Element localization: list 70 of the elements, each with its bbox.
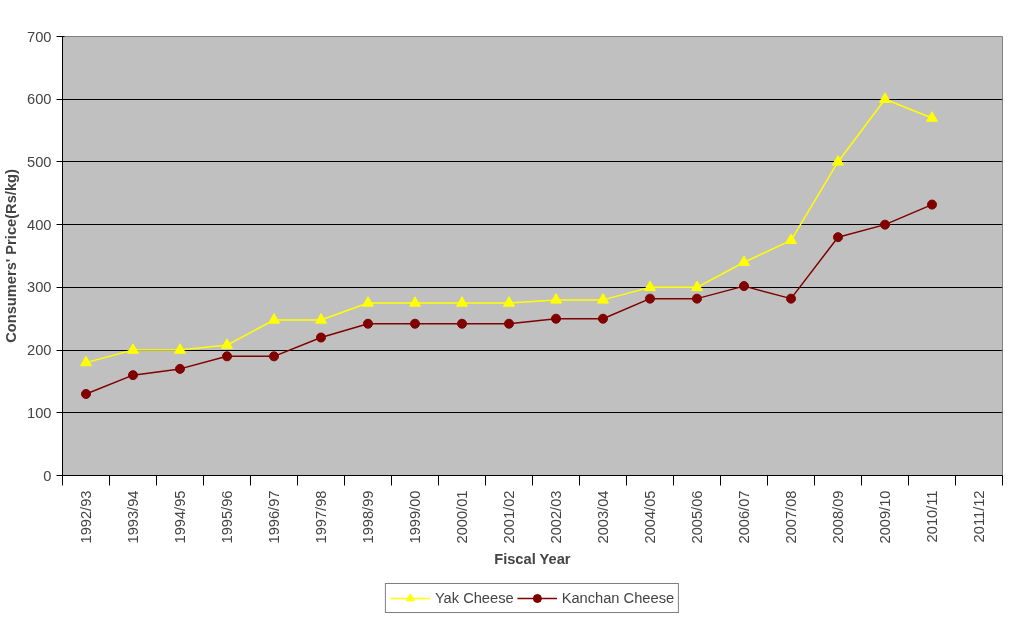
point [456,296,468,307]
point [127,343,139,354]
point [927,199,937,210]
point [174,343,186,354]
point [551,313,561,324]
x-tick-label: 1999/00 [407,490,423,544]
y-axis-title: Consumers' Price(Rs/kg) [3,169,20,343]
point [410,318,420,329]
point [175,363,185,374]
x-tick-label: 2009/10 [877,490,893,544]
x-tick-label: 2007/08 [783,490,799,544]
point [363,318,373,329]
point [315,313,327,324]
x-tick-label: 1992/93 [78,490,94,544]
y-tick-label: 0 [43,467,52,484]
x-tick-label: 2001/02 [501,490,517,544]
point [692,293,702,304]
x-tick-label: 1994/95 [172,490,188,544]
y-tick-label: 700 [27,28,52,45]
x-tick-label: 1995/96 [219,490,235,544]
x-tick-label: 2006/07 [736,490,752,544]
x-tick-label: 2008/09 [830,490,846,544]
point [81,388,91,399]
point [316,332,326,343]
x-tick-label: 1993/94 [125,490,141,544]
x-tick-label: 2005/06 [689,490,705,544]
legend-label: Kanchan Cheese [561,590,675,606]
x-tick-label: 1996/97 [266,490,282,544]
point [128,370,138,381]
point [645,293,655,304]
x-tick-label: 1998/99 [360,490,376,544]
point [457,318,467,329]
point [80,355,92,367]
y-tick-label: 600 [27,91,52,108]
point [409,296,421,307]
point [879,92,891,103]
point [691,280,703,292]
y-tick-label: 100 [27,404,52,421]
point [362,296,374,307]
point [644,280,656,292]
x-tick-label: 2003/04 [595,490,611,544]
point [268,313,280,324]
y-tick-label: 400 [27,216,52,233]
point [504,318,514,329]
point [785,233,797,244]
point [739,281,749,292]
point [269,351,279,362]
point [598,313,608,324]
x-axis-title: Fiscal Year [494,551,571,568]
point [926,111,938,122]
x-tick-label: 2002/03 [548,490,564,544]
y-tick-label: 300 [27,279,52,296]
x-tick-label: 2011/12 [971,490,987,543]
point [880,219,890,230]
point [597,293,609,304]
x-tick-label: 2010/11 [924,490,940,543]
point [786,293,796,304]
point [738,255,750,266]
point [833,232,843,243]
x-tick-label: 2000/01 [454,490,470,544]
legend-label: Yak Cheese [434,590,514,606]
point [550,293,562,304]
x-tick-label: 1997/98 [313,490,329,544]
x-tick-label: 2004/05 [642,490,658,544]
point [222,351,232,362]
y-tick-label: 200 [27,342,52,359]
point [832,155,844,166]
y-tick-label: 500 [27,153,52,170]
point [221,338,233,349]
point [503,296,515,307]
